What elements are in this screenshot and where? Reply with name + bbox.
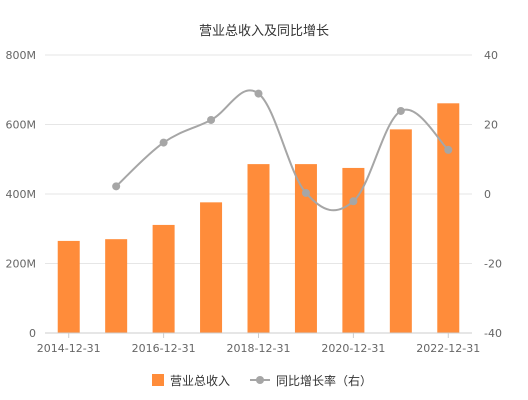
legend-line-marker bbox=[256, 376, 264, 384]
left-axis-tick-label: 600M bbox=[6, 119, 37, 132]
bar bbox=[200, 202, 223, 333]
bar bbox=[57, 240, 80, 333]
growth-rate-point bbox=[349, 197, 358, 206]
chart-title: 营业总收入及同比增长 bbox=[199, 24, 329, 39]
legend-line-label: 同比增长率（右） bbox=[276, 373, 372, 388]
growth-rate-point bbox=[254, 89, 263, 98]
bar bbox=[437, 103, 460, 334]
bar bbox=[247, 164, 270, 333]
growth-rate-point bbox=[396, 106, 405, 115]
growth-rate-point bbox=[112, 182, 121, 191]
growth-rate-point bbox=[301, 188, 310, 197]
right-axis-tick-label: -40 bbox=[484, 327, 502, 340]
legend-bar-label: 营业总收入 bbox=[170, 374, 230, 388]
bar bbox=[105, 239, 128, 333]
right-axis-tick-label: 0 bbox=[484, 188, 491, 201]
right-axis-tick-label: -20 bbox=[484, 258, 502, 271]
growth-rate-line bbox=[115, 89, 449, 212]
bar bbox=[389, 129, 412, 333]
axis-layer: 0 200M 400M 600M 800M -40 -20 0 20 40 2014-12-31 20… bbox=[6, 49, 502, 355]
left-axis-tick-label: 0 bbox=[29, 327, 36, 340]
legend: 营业总收入 同比增长率（右） bbox=[152, 373, 372, 388]
bar bbox=[152, 224, 175, 333]
growth-rate-point bbox=[444, 145, 453, 154]
x-axis-tick-label: 2016-12-31 bbox=[132, 342, 196, 355]
x-axis-tick-label: 2022-12-31 bbox=[416, 342, 480, 355]
bar-layer bbox=[57, 103, 460, 334]
bar bbox=[342, 167, 365, 333]
x-axis-tick-label: 2018-12-31 bbox=[227, 342, 291, 355]
line-layer bbox=[112, 89, 453, 212]
x-axis-tick-label: 2014-12-31 bbox=[37, 342, 101, 355]
left-axis-tick-label: 800M bbox=[6, 49, 37, 62]
left-axis-tick-label: 400M bbox=[6, 188, 37, 201]
right-axis-tick-label: 40 bbox=[484, 49, 498, 62]
right-axis-tick-label: 20 bbox=[484, 119, 498, 132]
left-axis-tick-label: 200M bbox=[6, 258, 37, 271]
bar bbox=[294, 164, 317, 333]
legend-bar-swatch bbox=[152, 374, 164, 386]
growth-rate-point bbox=[207, 115, 216, 124]
growth-rate-point bbox=[159, 138, 168, 147]
x-axis-tick-label: 2020-12-31 bbox=[321, 342, 385, 355]
